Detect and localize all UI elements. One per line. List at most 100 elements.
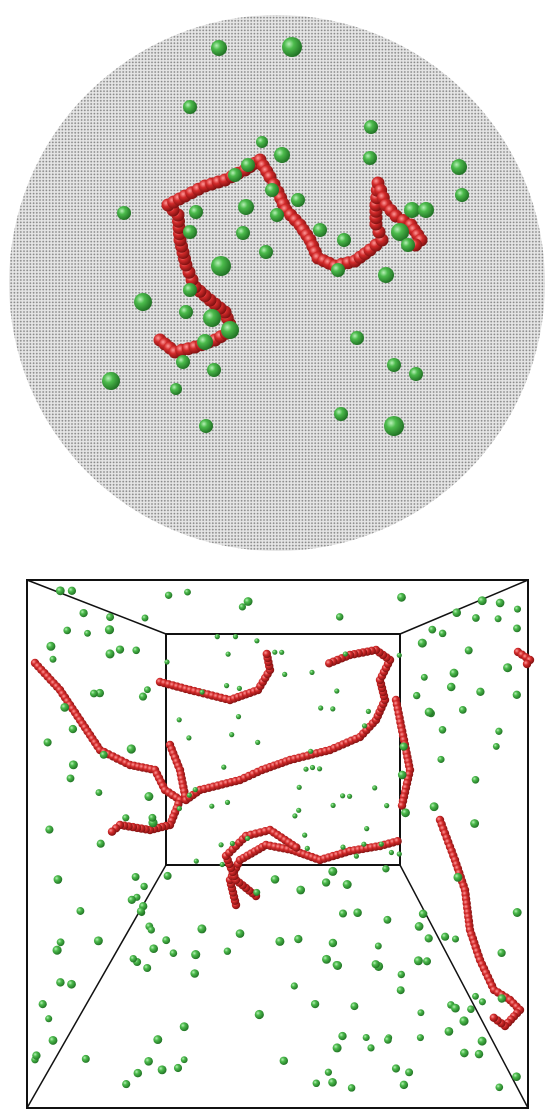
crowder-sphere xyxy=(397,592,406,602)
crowder-sphere xyxy=(197,334,213,350)
crowder-sphere xyxy=(45,825,54,834)
crowder-sphere xyxy=(136,907,145,916)
crowder-sphere xyxy=(294,934,303,944)
crowder-sphere xyxy=(173,1063,183,1073)
crowder-sphere xyxy=(303,766,309,772)
crowder-sphere xyxy=(218,842,224,848)
crowder-sphere xyxy=(328,1077,337,1087)
crowder-sphere xyxy=(364,120,378,134)
box-edge xyxy=(26,864,167,1109)
crowder-sphere xyxy=(414,922,424,931)
crowder-sphere xyxy=(140,882,148,891)
crowder-sphere xyxy=(190,969,200,978)
crowder-sphere xyxy=(66,774,75,783)
crowder-sphere xyxy=(241,158,255,172)
crowder-sphere xyxy=(405,1068,414,1077)
crowder-sphere xyxy=(296,784,302,790)
crowder-sphere xyxy=(413,691,421,700)
crowder-sphere xyxy=(322,954,331,964)
crowder-sphere xyxy=(143,964,152,972)
crowder-sphere xyxy=(238,603,247,611)
polymer-bead xyxy=(397,801,407,810)
crowder-sphere xyxy=(397,970,405,979)
crowder-sphere xyxy=(312,1079,321,1088)
crowder-sphere xyxy=(68,724,78,734)
crowder-sphere xyxy=(416,1034,424,1042)
crowder-sphere xyxy=(189,205,203,219)
crowder-sphere xyxy=(279,649,285,655)
box-outer xyxy=(26,579,529,1109)
crowder-sphere xyxy=(144,792,154,801)
crowder-sphere xyxy=(115,645,125,654)
crowder-sphere xyxy=(418,909,428,919)
crowder-sphere xyxy=(334,688,340,694)
crowder-sphere xyxy=(334,407,348,421)
crowder-sphere xyxy=(63,626,72,635)
crowder-sphere xyxy=(79,608,88,618)
crowder-sphere xyxy=(270,208,284,222)
crowder-sphere xyxy=(157,1065,167,1075)
crowder-sphere xyxy=(512,1072,521,1082)
crowder-sphere xyxy=(292,813,298,819)
crowder-sphere xyxy=(391,223,409,241)
crowder-sphere xyxy=(183,225,197,239)
crowder-sphere xyxy=(179,1022,189,1032)
crowder-sphere xyxy=(99,750,108,759)
crowder-sphere xyxy=(472,992,479,1000)
crowder-sphere xyxy=(162,936,171,945)
crowder-sphere xyxy=(471,775,480,784)
crowder-sphere xyxy=(259,245,273,259)
crowder-sphere xyxy=(52,945,62,955)
crowder-sphere xyxy=(228,168,242,182)
crowder-sphere xyxy=(148,813,157,822)
crowder-sphere xyxy=(104,625,115,635)
crowder-sphere xyxy=(149,944,159,954)
crowder-sphere xyxy=(235,714,242,720)
crowder-sphere xyxy=(367,1044,375,1052)
crowder-sphere xyxy=(164,659,170,665)
crowder-sphere xyxy=(55,586,65,596)
crowder-sphere xyxy=(404,202,420,218)
crowder-sphere xyxy=(417,638,427,648)
crowder-sphere xyxy=(229,840,235,847)
crowder-sphere xyxy=(492,742,500,750)
crowder-sphere xyxy=(338,909,348,918)
crowder-sphere xyxy=(451,1003,460,1013)
box-edge xyxy=(399,864,529,1109)
crowder-sphere xyxy=(122,814,130,822)
crowder-sphere xyxy=(497,994,506,1003)
crowder-sphere xyxy=(253,888,261,896)
crowder-sphere xyxy=(211,40,227,56)
crowder-sphere xyxy=(384,803,390,809)
crowder-sphere xyxy=(46,641,56,651)
crowder-sphere xyxy=(45,1015,53,1023)
crowder-sphere xyxy=(132,646,141,655)
crowder-sphere xyxy=(153,1035,163,1045)
crowder-sphere xyxy=(361,723,368,729)
crowder-sphere xyxy=(60,703,70,712)
polymer-bead xyxy=(292,843,301,852)
crowder-sphere xyxy=(353,853,359,859)
crowder-sphere xyxy=(459,1016,469,1026)
crowder-sphere xyxy=(170,383,182,395)
crowder-sphere xyxy=(449,668,459,678)
crowder-sphere xyxy=(219,861,225,868)
crowder-sphere xyxy=(451,935,460,943)
crowder-sphere xyxy=(437,755,445,763)
crowder-sphere xyxy=(179,305,193,319)
crowder-sphere xyxy=(429,802,439,812)
crowder-sphere xyxy=(396,851,402,857)
crowder-sphere xyxy=(338,1031,347,1041)
crowder-sphere xyxy=(396,986,405,995)
crowder-sphere xyxy=(169,949,178,957)
crowder-sphere xyxy=(275,936,285,946)
crowder-sphere xyxy=(428,625,437,634)
crowder-sphere xyxy=(331,263,345,277)
crowder-sphere xyxy=(122,1080,131,1089)
crowder-sphere xyxy=(441,932,450,941)
crowder-sphere xyxy=(347,793,353,799)
crowder-sphere xyxy=(503,663,513,673)
crowder-sphere xyxy=(512,908,522,917)
polymer-bead xyxy=(522,659,532,669)
